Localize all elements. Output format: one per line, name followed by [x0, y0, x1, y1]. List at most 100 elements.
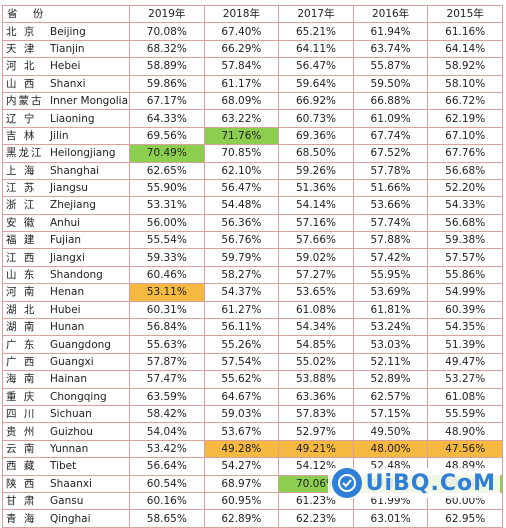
province-name-cn: 山 东 [6, 269, 37, 282]
header-year: 2017年 [278, 4, 354, 24]
header-province: 省 份 [2, 4, 130, 24]
value-cell: 55.62% [203, 370, 280, 389]
value-cell: 57.15% [352, 404, 429, 424]
province-cell: 福 建 Fujian [2, 231, 130, 250]
province-cell: 重 庆 Chongqing [2, 387, 130, 406]
value-cell: 54.48% [203, 196, 280, 215]
province-name-en: Qinghai [50, 512, 91, 525]
province-cell: 西 藏 Tibet [2, 457, 130, 476]
value-cell: 53.88% [278, 370, 354, 389]
value-cell: 61.27% [203, 300, 280, 320]
province-cell: 河 北 Hebei [2, 57, 130, 76]
province-name-cn: 河 北 [6, 60, 37, 73]
province-name-en: Shaanxi [50, 477, 92, 490]
value-cell: 60.31% [129, 300, 205, 320]
value-cell: 61.08% [427, 387, 503, 406]
value-cell: 49.50% [352, 422, 429, 441]
value-cell: 54.35% [427, 318, 503, 337]
table-row: 青 海 Qinghai 58.65% 62.89% 62.23% 63.01% 62.95% [2, 509, 503, 528]
province-cell: 上 海 Shanghai [2, 161, 130, 180]
value-cell: 70.08% [129, 22, 205, 41]
data-table-container: 省 份 2019年 2018年 2017年 2016年 2015年 北 京 Bei… [2, 4, 503, 528]
value-cell: 61.09% [352, 109, 429, 128]
value-cell: 62.57% [352, 387, 429, 406]
value-cell: 54.04% [129, 422, 205, 441]
value-cell: 62.19% [427, 109, 503, 128]
value-cell: 67.74% [352, 126, 429, 146]
value-cell: 53.65% [278, 283, 354, 302]
value-cell: 68.50% [278, 144, 354, 163]
province-cell: 四 川 Sichuan [2, 404, 130, 424]
value-cell: 57.78% [352, 161, 429, 180]
value-cell: 61.16% [427, 22, 503, 41]
table-row: 四 川 Sichuan 58.42% 59.03% 57.83% 57.15% 55.59% [2, 404, 503, 424]
value-cell: 58.92% [427, 57, 503, 76]
province-cell: 安 徽 Anhui [2, 213, 130, 233]
value-cell: 57.83% [278, 404, 354, 424]
value-cell: 56.68% [427, 213, 503, 233]
value-cell: 56.84% [129, 318, 205, 337]
table-row: 山 西 Shanxi 59.86% 61.17% 59.64% 59.50% 58.10% [2, 74, 503, 93]
value-cell: 53.11% [129, 283, 205, 302]
province-name-en: Shanghai [50, 164, 100, 177]
value-cell: 48.00% [352, 439, 429, 459]
province-name-en: Jiangxi [50, 251, 85, 264]
table-row: 吉 林 Jilin 69.56% 71.76% 69.36% 67.74% 67.10% [2, 126, 503, 146]
province-name-cn: 广 西 [6, 356, 37, 368]
value-cell: 71.76% [203, 126, 280, 146]
province-cell: 广 西 Guangxi [2, 352, 130, 372]
value-cell: 57.66% [278, 231, 354, 250]
table-row: 湖 南 Hunan 56.84% 56.11% 54.34% 53.24% 54.35% [2, 318, 503, 337]
province-name-en: Hainan [50, 373, 87, 386]
header-year: 2018年 [203, 4, 280, 24]
value-cell: 58.27% [203, 265, 280, 285]
value-cell: 70.49% [129, 144, 205, 163]
value-cell: 58.65% [129, 509, 205, 528]
header-year: 2019年 [129, 4, 205, 24]
province-name-cn: 北 京 [6, 25, 37, 38]
province-name-en: Sichuan [50, 408, 92, 421]
value-cell: 55.54% [129, 231, 205, 250]
value-cell: 57.88% [352, 231, 429, 250]
value-cell: 53.42% [129, 439, 205, 459]
province-cell: 河 南 Henan [2, 283, 130, 302]
value-cell: 62.23% [278, 509, 354, 528]
province-cell: 北 京 Beijing [2, 22, 130, 41]
province-name-en: Hubei [50, 303, 81, 316]
value-cell: 67.40% [203, 22, 280, 41]
province-name-cn: 甘 肃 [6, 495, 37, 508]
value-cell: 60.73% [278, 109, 354, 128]
province-cell: 海 南 Hainan [2, 370, 130, 389]
value-cell: 64.14% [427, 39, 503, 59]
province-name-en: Anhui [50, 216, 81, 229]
province-name-cn: 吉 林 [6, 129, 37, 142]
province-name-cn: 山 西 [6, 77, 37, 90]
value-cell: 55.63% [129, 335, 205, 354]
value-cell: 54.34% [278, 318, 354, 337]
table-row: 广 东 Guangdong 55.63% 55.26% 54.85% 53.03% 51.3… [2, 335, 503, 354]
watermark: UiBQ.CoM [327, 468, 500, 498]
value-cell: 56.00% [129, 213, 205, 233]
value-cell: 59.26% [278, 161, 354, 180]
province-cell: 湖 南 Hunan [2, 318, 130, 337]
value-cell: 53.31% [129, 196, 205, 215]
value-cell: 54.33% [427, 196, 503, 215]
province-cell: 天 津 Tianjin [2, 39, 130, 59]
value-cell: 53.24% [352, 318, 429, 337]
province-cell: 贵 州 Guizhou [2, 422, 130, 441]
province-name-cn: 江 西 [6, 251, 37, 264]
value-cell: 59.03% [203, 404, 280, 424]
value-cell: 53.66% [352, 196, 429, 215]
value-cell: 60.16% [129, 491, 205, 511]
value-cell: 66.72% [427, 91, 503, 111]
province-data-table: 省 份 2019年 2018年 2017年 2016年 2015年 北 京 Bei… [2, 4, 503, 528]
value-cell: 58.89% [129, 57, 205, 76]
value-cell: 59.64% [278, 74, 354, 93]
value-cell: 49.21% [278, 439, 354, 459]
value-cell: 70.85% [203, 144, 280, 163]
province-name-cn: 天 津 [6, 42, 37, 55]
table-row: 天 津 Tianjin 68.32% 66.29% 64.11% 63.74% 64.14% [2, 39, 503, 59]
province-name-en: Chongqing [50, 390, 107, 403]
table-row: 江 西 Jiangxi 59.33% 59.79% 59.02% 57.42% 57.57% [2, 248, 503, 267]
province-name-cn: 云 南 [6, 442, 37, 455]
